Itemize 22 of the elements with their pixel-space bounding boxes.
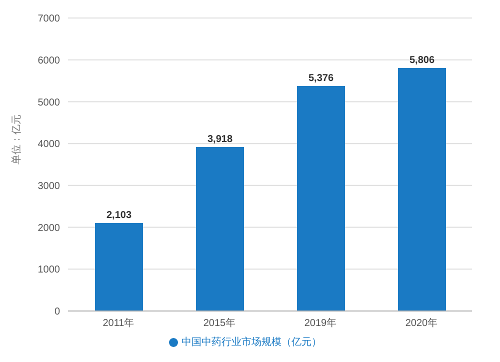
x-tick-label: 2011年	[102, 317, 134, 330]
bar	[95, 222, 143, 311]
data-label: 3,918	[207, 134, 233, 146]
data-label: 5,806	[409, 54, 435, 66]
x-tick-label: 2019年	[304, 317, 337, 330]
bar	[398, 68, 446, 311]
data-label: 2,103	[106, 210, 132, 221]
y-tick-label: 7000	[38, 14, 60, 25]
y-tick-label: 2000	[38, 222, 60, 234]
y-tick-label: 6000	[38, 55, 60, 66]
y-tick-label: 0	[54, 306, 60, 318]
y-tick-label: 3000	[38, 180, 60, 192]
y-tick-label: 5000	[38, 97, 60, 108]
y-axis-title: 单位：亿元	[10, 114, 23, 164]
bar	[196, 147, 244, 311]
data-label: 5,376	[308, 72, 334, 84]
y-tick-label: 1000	[38, 264, 60, 276]
bar	[297, 86, 345, 311]
legend-label: 中国中药行业市场规模（亿元）	[182, 337, 322, 348]
x-tick-label: 2015年	[203, 317, 236, 330]
y-tick-label: 4000	[38, 139, 60, 150]
x-tick-label: 2020年	[405, 317, 438, 330]
